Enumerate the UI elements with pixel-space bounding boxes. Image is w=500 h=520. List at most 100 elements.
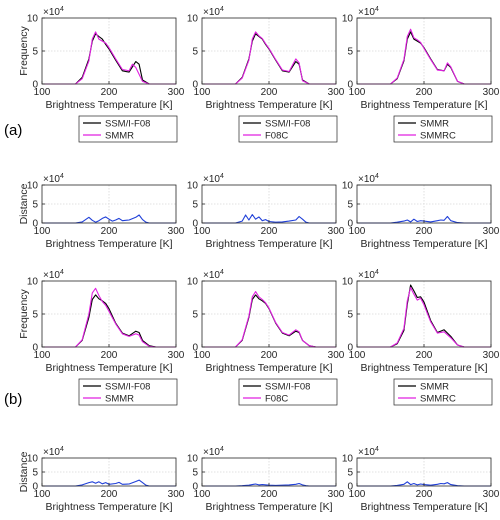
x-tick-label: 300: [168, 489, 185, 500]
series-line-smmr: [42, 287, 176, 348]
y-tick-label: 10: [342, 181, 354, 192]
y-tick-label: 0: [192, 80, 198, 91]
legend-box: [238, 115, 338, 143]
x-tick-label: 100: [194, 489, 211, 500]
chart-panel-11: 100 200 300 0 5 10 ×104 Brightness Temperature …: [187, 446, 345, 513]
y-tick-label: 0: [192, 482, 198, 493]
x-tick-label: 300: [168, 350, 185, 361]
legend-box: [78, 378, 178, 406]
legend-box: [78, 115, 178, 143]
legend-box: [238, 378, 338, 406]
series-line-ssm-i-f08: [42, 33, 176, 85]
y-tick-label: 10: [27, 454, 39, 465]
legend-entry: SMMRC: [420, 131, 456, 142]
x-axis-label: Brightness Temperature [K]: [205, 99, 332, 111]
y-tick-label: 0: [192, 343, 198, 354]
x-tick-label: 200: [261, 87, 278, 98]
x-tick-label: 100: [194, 87, 211, 98]
legend-box: [393, 378, 493, 406]
x-tick-label: 300: [328, 226, 345, 237]
legend-entry: SMMRC: [420, 394, 456, 405]
y-tick-label: 10: [342, 14, 354, 25]
exponent-label: ×104: [43, 173, 64, 185]
x-axis-label: Brightness Temperature [K]: [45, 99, 172, 111]
y-tick-label: 5: [192, 310, 198, 321]
exponent-label: ×104: [43, 6, 64, 18]
y-tick-label: 10: [187, 14, 199, 25]
series-line-f08c: [202, 31, 336, 85]
x-tick-label: 200: [101, 489, 118, 500]
chart-panel-9: 100 200 300 0 5 10 ×104 Brightness Temperature …: [342, 269, 500, 406]
x-tick-label: 300: [483, 350, 500, 361]
x-tick-label: 300: [483, 489, 500, 500]
x-axis-label: Brightness Temperature [K]: [205, 362, 332, 374]
exponent-label: ×104: [203, 173, 224, 185]
legend-entry: SSM/I-F08: [265, 119, 310, 130]
legend-entry: SSM/I-F08: [265, 382, 310, 393]
y-axis-label: Distance: [18, 451, 30, 492]
x-tick-label: 300: [328, 350, 345, 361]
chart-panel-8: 100 200 300 0 5 10 ×104 Brightness Temperature …: [187, 269, 345, 406]
exponent-label: ×104: [358, 269, 379, 281]
y-tick-label: 10: [187, 277, 199, 288]
exponent-label: ×104: [358, 446, 379, 458]
exponent-label: ×104: [203, 6, 224, 18]
chart-panel-7: 100 200 300 0 5 10 ×104 Brightness Temperature …: [18, 269, 185, 406]
y-tick-label: 0: [347, 219, 353, 230]
x-axis-label: Brightness Temperature [K]: [205, 238, 332, 250]
y-tick-label: 10: [187, 181, 199, 192]
y-tick-label: 5: [192, 468, 198, 479]
y-tick-label: 5: [192, 200, 198, 211]
y-tick-label: 0: [347, 343, 353, 354]
legend-entry: SMMR: [420, 119, 449, 130]
x-axis-label: Brightness Temperature [K]: [360, 99, 487, 111]
series-line-ssm-i-f08: [42, 294, 176, 348]
x-tick-label: 200: [416, 87, 433, 98]
y-tick-label: 0: [192, 219, 198, 230]
exponent-label: ×104: [358, 6, 379, 18]
series-line-distance: [42, 214, 176, 224]
x-tick-label: 100: [194, 350, 211, 361]
y-tick-label: 5: [347, 468, 353, 479]
chart-panel-1: 100 200 300 0 5 10 ×104 Brightness Temperature …: [18, 6, 185, 143]
chart-panel-10: 100 200 300 0 5 10 ×104 Brightness Temperature …: [18, 446, 185, 513]
x-axis-label: Brightness Temperature [K]: [360, 362, 487, 374]
x-tick-label: 200: [416, 489, 433, 500]
y-tick-label: 0: [32, 219, 38, 230]
x-axis-label: Brightness Temperature [K]: [45, 501, 172, 513]
x-tick-label: 300: [168, 87, 185, 98]
chart-panel-5: 100 200 300 0 5 10 ×104 Brightness Temperature …: [187, 173, 345, 250]
series-line-smmrc: [357, 287, 491, 348]
x-tick-label: 100: [349, 226, 366, 237]
legend-entry: SMMR: [105, 131, 134, 142]
series-line-smmrc: [357, 28, 491, 85]
y-tick-label: 5: [192, 47, 198, 58]
y-tick-label: 0: [32, 343, 38, 354]
chart-panel-4: 100 200 300 0 5 10 ×104 Brightness Temperature …: [18, 173, 185, 250]
legend-entry: SMMR: [105, 394, 134, 405]
chart-panel-3: 100 200 300 0 5 10 ×104 Brightness Temperature …: [342, 6, 500, 143]
x-tick-label: 300: [328, 489, 345, 500]
x-tick-label: 100: [34, 87, 51, 98]
legend-entry: SSM/I-F08: [105, 382, 150, 393]
y-tick-label: 5: [32, 200, 38, 211]
x-tick-label: 200: [261, 226, 278, 237]
legend-entry: SSM/I-F08: [105, 119, 150, 130]
x-tick-label: 300: [168, 226, 185, 237]
group-label-a: (a): [4, 122, 23, 139]
y-tick-label: 5: [347, 310, 353, 321]
x-axis-label: Brightness Temperature [K]: [45, 362, 172, 374]
y-tick-label: 10: [342, 277, 354, 288]
y-tick-label: 0: [347, 482, 353, 493]
exponent-label: ×104: [358, 173, 379, 185]
x-tick-label: 200: [101, 87, 118, 98]
series-line-distance: [42, 479, 176, 487]
y-tick-label: 0: [347, 80, 353, 91]
series-line-distance: [202, 482, 336, 487]
y-tick-label: 5: [347, 47, 353, 58]
legend-entry: F08C: [265, 394, 288, 405]
x-tick-label: 300: [328, 87, 345, 98]
y-tick-label: 0: [32, 80, 38, 91]
exponent-label: ×104: [43, 269, 64, 281]
